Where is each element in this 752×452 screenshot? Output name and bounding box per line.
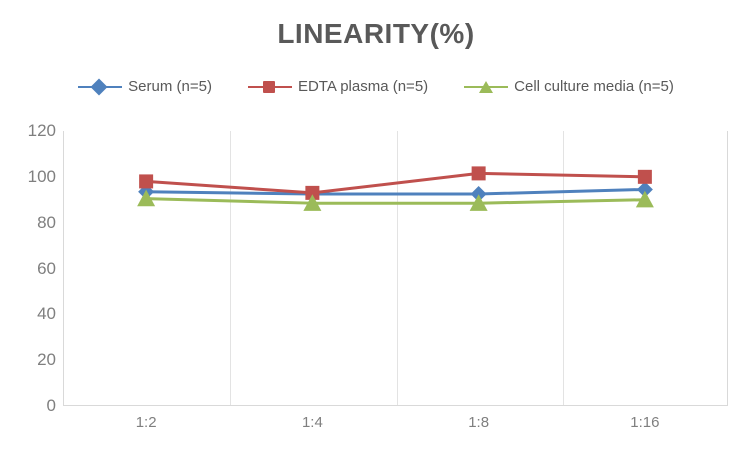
y-axis-tick-label: 100 bbox=[27, 166, 56, 186]
y-axis-tick-label: 0 bbox=[46, 396, 56, 415]
data-point-marker bbox=[635, 190, 654, 208]
legend-label-serum: Serum (n=5) bbox=[128, 78, 212, 95]
data-point-marker bbox=[471, 166, 486, 181]
legend-swatch-cell-culture-media bbox=[464, 79, 509, 95]
legend-item-edta-plasma[interactable]: EDTA plasma (n=5) bbox=[247, 78, 429, 95]
legend-swatch-edta-plasma bbox=[247, 79, 292, 95]
y-axis-tick-label: 120 bbox=[27, 121, 56, 140]
legend-item-serum[interactable]: Serum (n=5) bbox=[78, 78, 212, 95]
data-point-marker bbox=[303, 194, 322, 211]
data-point-marker bbox=[137, 189, 156, 207]
data-point-marker bbox=[636, 181, 653, 198]
chart-title: LINEARITY(%) bbox=[277, 18, 475, 49]
data-point-marker bbox=[637, 169, 652, 184]
series-triangle bbox=[137, 189, 654, 211]
gridline-vertical bbox=[562, 131, 564, 405]
gridline-vertical bbox=[230, 131, 232, 405]
x-axis: 1:2 1:4 1:8 1:16 bbox=[63, 414, 728, 438]
diamond-marker-icon bbox=[90, 78, 108, 95]
series-line bbox=[146, 197, 645, 205]
legend-item-cell-culture-media[interactable]: Cell culture media (n=5) bbox=[464, 78, 674, 95]
data-point-marker bbox=[139, 174, 154, 189]
legend-label-edta-plasma: EDTA plasma (n=5) bbox=[297, 78, 429, 95]
series-square bbox=[139, 166, 652, 200]
y-axis-tick-label: 40 bbox=[37, 304, 56, 324]
data-point-marker bbox=[305, 185, 320, 200]
gridline-vertical bbox=[396, 131, 398, 405]
plot-area bbox=[63, 131, 728, 406]
y-axis-tick-label: 80 bbox=[37, 212, 56, 232]
y-axis: 0 20 40 60 80 100 120 bbox=[8, 121, 56, 415]
triangle-marker-icon bbox=[479, 80, 494, 93]
y-axis-tick-label: 20 bbox=[37, 350, 56, 370]
chart-legend: Serum (n=5) EDTA plasma (n=5) Cell cultu… bbox=[0, 78, 752, 95]
legend-label-cell-culture-media: Cell culture media (n=5) bbox=[514, 78, 674, 95]
x-axis-tick-label: 1:4 bbox=[301, 414, 323, 431]
legend-swatch-serum bbox=[78, 78, 123, 95]
y-axis-tick-label: 60 bbox=[37, 258, 56, 278]
x-axis-tick-label: 1:16 bbox=[630, 414, 660, 431]
x-axis-tick-label: 1:2 bbox=[135, 414, 157, 431]
x-axis-tick-label: 1:8 bbox=[468, 414, 490, 431]
data-point-marker bbox=[469, 194, 488, 211]
series-line bbox=[146, 171, 645, 195]
square-marker-icon bbox=[262, 80, 275, 93]
series-layer bbox=[137, 166, 654, 211]
series-line bbox=[146, 187, 645, 196]
plot-frame bbox=[63, 131, 728, 406]
